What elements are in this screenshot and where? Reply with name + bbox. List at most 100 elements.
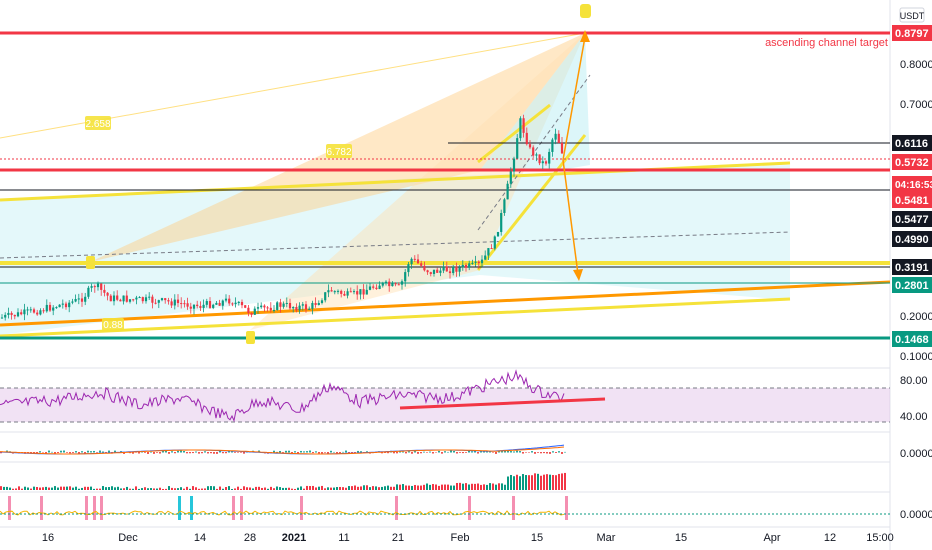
macd-bar [39,451,41,453]
momentum-bar [228,486,230,490]
momentum-bar [240,488,242,490]
price-tag-label: 0.8797 [895,28,929,40]
macd-bar [453,451,455,453]
momentum-bar [552,475,554,490]
momentum-bar [447,484,449,490]
candle-body [384,281,388,283]
candle-body [20,312,23,315]
candle-body [215,302,218,305]
momentum-bar [531,475,533,490]
momentum-bar [12,488,14,490]
momentum-bar [459,482,461,490]
candle-body [282,303,285,307]
momentum-bar [555,475,557,490]
momentum-bar [189,488,191,490]
x-tick: Feb [451,532,470,544]
macd-bar [438,450,440,453]
momentum-bar [24,486,26,490]
price-tag [892,211,932,227]
candle-body [26,309,29,311]
x-tick: 28 [244,532,256,544]
candle-body [304,304,308,310]
momentum-bar [57,487,59,490]
macd-bar [513,451,515,453]
candle-body [298,305,301,311]
target-zone-fill [480,33,590,170]
momentum-bar [174,488,176,490]
macd-bar [183,451,185,453]
momentum-bar [369,487,371,490]
momentum-bar [90,486,92,490]
candle-body [61,303,64,305]
candle-body [77,298,80,300]
candle-body [308,308,311,310]
momentum-bar [252,488,254,490]
candle-body [170,301,173,306]
momentum-bar [36,487,38,490]
drawing-layer [0,32,891,338]
macd-bar [462,452,464,454]
momentum-bar [279,487,281,490]
candle-body [519,118,522,139]
target-annotation: ascending channel target [765,37,888,49]
momentum-bar [282,487,284,490]
signal-bar [232,496,235,520]
candle-body [186,303,189,307]
drawing-labels: 2.658 6.782 0.88 ascending channel targe… [85,4,888,344]
momentum-bar [498,483,500,490]
macd-bar [159,452,161,454]
candle-body [244,305,247,308]
momentum-bar [420,485,422,490]
macd-bar [72,452,74,453]
momentum-bar [237,486,239,490]
candle-body [356,291,359,295]
momentum-bar [309,486,311,490]
signal-bar [468,496,471,520]
macd-bar [78,452,80,454]
signal-bar [85,496,88,520]
macd-bar [96,452,98,453]
candle-body [352,291,356,293]
currency-badge[interactable] [899,7,925,23]
candle-body [192,304,196,309]
candle-body [381,282,384,286]
candle-body [183,303,186,305]
momentum-bar [225,487,227,490]
candle-body [468,263,471,268]
momentum-bar [405,485,407,490]
candle-body [548,151,551,164]
macd-bar [0,452,2,454]
candle-body [538,154,541,164]
candle-body [260,305,263,308]
candle-body [410,258,413,265]
momentum-bar [381,486,383,490]
momentum-bar [387,485,389,490]
macd-bar [357,450,359,453]
momentum-bar [327,487,329,490]
macd-bar [33,452,35,454]
macd-bar [456,452,458,454]
momentum-bar [516,474,518,490]
candle-body [208,301,212,308]
macd-bar [69,452,71,454]
momentum-bar [414,484,416,490]
momentum-bar [33,486,35,490]
candle-body [157,300,160,303]
macd-bar [288,450,290,453]
signal-bar [40,496,43,520]
candle-body [240,301,244,306]
candle-body [372,286,375,288]
macd-bar [309,450,311,453]
candle-body [336,290,340,292]
macd-bar [501,450,503,453]
candle-body [544,161,548,164]
momentum-bar [45,486,47,490]
macd-bar [228,451,230,453]
candle-body [532,147,535,156]
candle-body [285,302,288,304]
macd-bar [486,451,488,453]
momentum-bar [363,485,365,490]
momentum-bar [444,484,446,490]
candle-body [317,302,320,305]
